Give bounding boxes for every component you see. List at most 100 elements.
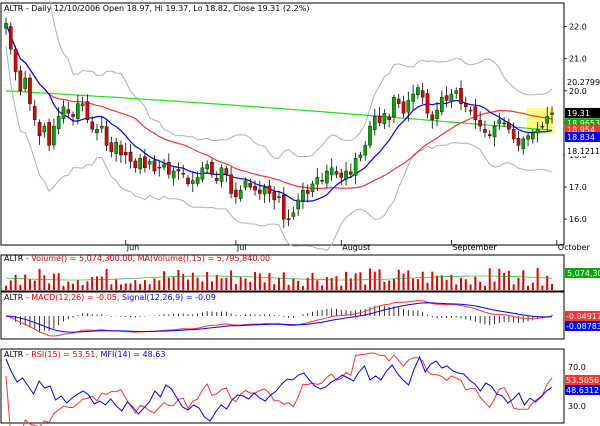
mfi-tag-text: 48.6312	[566, 386, 599, 395]
candle-body	[104, 126, 109, 146]
candle-body	[80, 103, 85, 106]
month-label: August	[342, 243, 370, 252]
candle-body	[516, 138, 521, 146]
candle-body	[248, 182, 253, 188]
volume-bar	[474, 276, 477, 290]
volume-bar	[62, 285, 65, 290]
price-title: ALTR - Daily 12/10/2006 Open 18.97, Hi 1…	[4, 4, 309, 13]
macd-lines	[5, 300, 553, 337]
volume-bar	[483, 285, 486, 290]
candle-body	[440, 97, 444, 113]
volume-bar	[397, 269, 400, 290]
volume-bar	[507, 270, 510, 290]
price-tag-bg	[565, 118, 600, 129]
month-label: Jun	[126, 243, 140, 252]
candle-body	[353, 157, 358, 176]
candle-body	[540, 125, 545, 128]
volume-bar	[340, 285, 343, 290]
volume-bar	[172, 276, 175, 290]
candle-body	[210, 162, 214, 175]
candle-body	[109, 142, 114, 152]
month-label: Jul	[236, 243, 247, 252]
candle-body	[272, 191, 277, 201]
volume-bar	[268, 272, 271, 290]
candle-body	[200, 167, 205, 180]
price-tick-label: 17.0	[569, 183, 587, 192]
signal-line	[5, 302, 553, 333]
candle-body	[128, 151, 133, 162]
price-panel-frame	[0, 2, 565, 246]
volume-bar	[431, 271, 434, 290]
volume-bar	[522, 270, 525, 290]
volume-bar	[110, 284, 113, 290]
candle-body	[4, 23, 8, 29]
volume-bar	[153, 278, 156, 290]
rsi-title-rsi: - RSI(15) = 53.51,	[23, 350, 100, 359]
volume-ma-line	[5, 275, 553, 281]
volume-bar	[321, 285, 324, 290]
volume-bar	[81, 284, 84, 290]
volume-bar	[426, 282, 429, 290]
candle-body	[13, 48, 18, 72]
candle-body	[157, 166, 162, 169]
volume-bar	[258, 273, 261, 290]
candle-body	[492, 125, 497, 138]
volume-bar	[402, 273, 405, 290]
candle-body	[368, 125, 372, 146]
volume-bar	[440, 275, 443, 290]
macd-title-symbol: ALTR	[4, 293, 24, 302]
candle-body	[396, 98, 401, 104]
candle-body	[435, 109, 439, 119]
volume-bar	[498, 268, 501, 290]
upper-band-line	[5, 0, 553, 159]
candle-body	[487, 134, 492, 136]
macd-tags: -0.049172 -0.087837	[565, 311, 600, 331]
candle-body	[325, 170, 329, 184]
volume-bar	[143, 280, 146, 290]
candle-body	[195, 177, 200, 184]
volume-bar	[392, 279, 395, 290]
candle-body	[238, 190, 243, 199]
volume-bar	[527, 285, 530, 290]
macd-panel-frame	[0, 291, 565, 340]
volume-bar	[551, 283, 553, 290]
candle-body	[119, 144, 123, 156]
candle-body	[454, 90, 459, 94]
ma50-line	[5, 23, 553, 190]
candle-body	[167, 162, 171, 175]
candle-body	[473, 106, 478, 120]
volume-bar	[541, 285, 544, 290]
volume-bar	[196, 277, 199, 290]
price-tag-bg	[565, 146, 600, 157]
price-tag-bg	[565, 132, 600, 143]
candle-body	[281, 194, 286, 220]
volume-bar	[373, 271, 376, 290]
price-tick-label: 20.0	[569, 87, 587, 96]
candle-body	[37, 122, 42, 136]
volume-panel-frame	[0, 254, 565, 292]
volume-bar	[254, 271, 257, 290]
price-tag-bg	[565, 107, 600, 118]
macd-tag-text: -0.049172	[566, 312, 600, 321]
volume-bar	[5, 285, 7, 290]
volume-bar	[421, 271, 424, 290]
volume-bar	[445, 279, 448, 290]
price-title-text: - Daily 12/10/2006 Open 18.97, Hi 19.37,…	[23, 4, 309, 13]
candle-body	[85, 101, 90, 120]
volume-bar	[455, 284, 458, 290]
candle-body	[8, 26, 13, 50]
candle-body	[277, 196, 281, 198]
candle-body	[286, 218, 291, 221]
candle-body	[52, 125, 56, 146]
rsi-tick-30: 30.0	[568, 402, 586, 411]
candle-body	[138, 157, 142, 170]
volume-bar	[292, 278, 295, 290]
candle-body	[234, 189, 238, 197]
candle-body	[171, 170, 176, 179]
volume-panel: ALTR - Volume() = 5,074,300.00, MA(Volum…	[0, 254, 600, 292]
candle-body	[291, 212, 296, 217]
volume-bar	[345, 271, 348, 290]
price-tag-bg	[565, 76, 600, 87]
rsi-tick-70: 70.0	[568, 363, 586, 372]
